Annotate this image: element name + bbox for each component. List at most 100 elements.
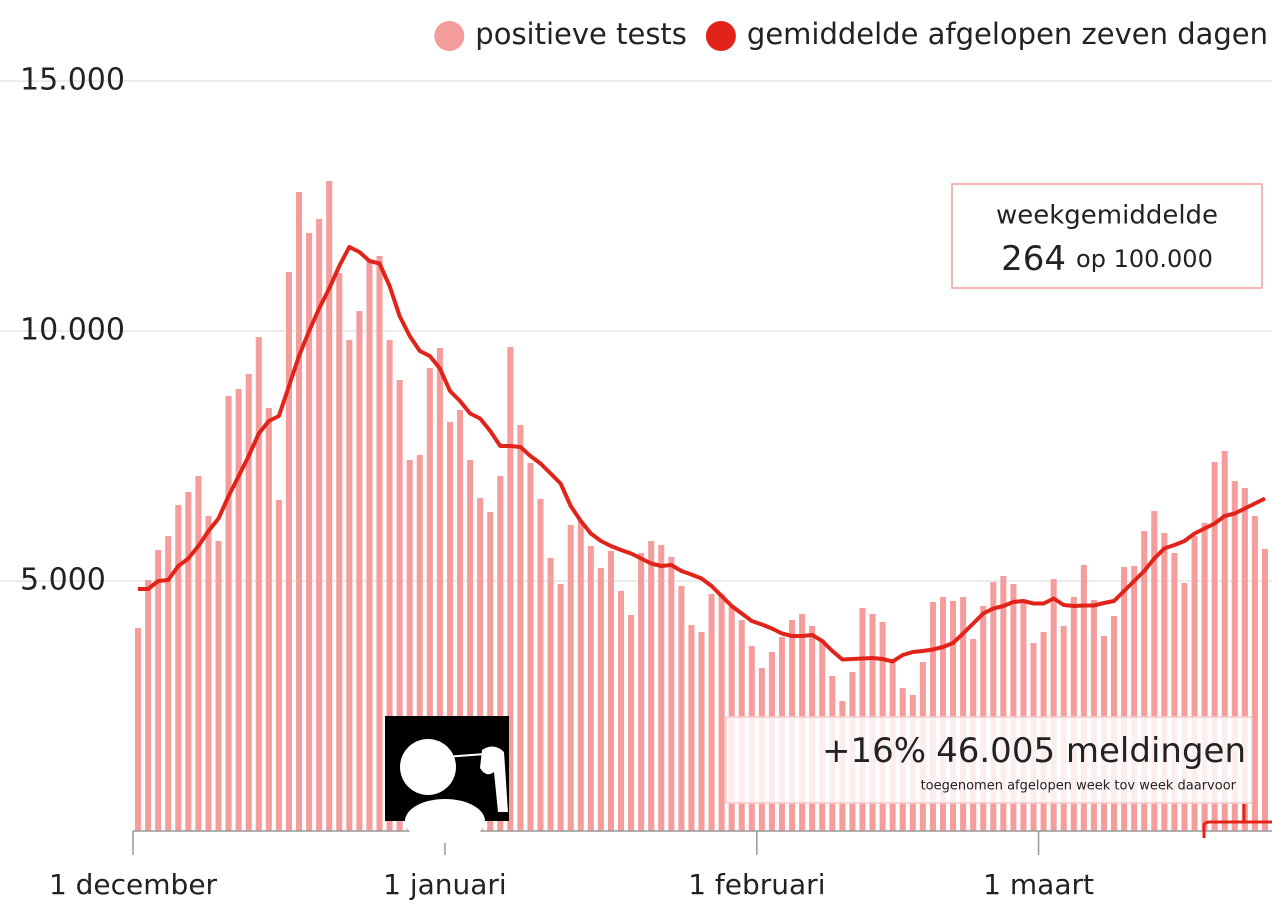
- average-text: 264 op 100.000: [1001, 239, 1213, 279]
- bar: [1070, 597, 1077, 831]
- bar: [456, 410, 464, 831]
- bar: [527, 463, 534, 831]
- bar: [1191, 536, 1198, 831]
- x-tick-label: 1 december: [49, 868, 218, 901]
- bar: [960, 597, 967, 831]
- bar: [547, 558, 554, 831]
- average-value: 264: [1001, 239, 1066, 279]
- bar: [406, 460, 413, 831]
- legend-label: positieve tests: [475, 17, 687, 51]
- bar: [1121, 567, 1128, 831]
- legend-label: gemiddelde afgelopen zeven dagen: [747, 17, 1268, 51]
- bar: [1221, 451, 1228, 831]
- bar: [668, 557, 675, 831]
- bar: [306, 233, 313, 831]
- bar: [1231, 481, 1238, 831]
- bar: [356, 311, 363, 831]
- bar: [235, 389, 242, 831]
- bar: [507, 347, 514, 831]
- bar: [648, 541, 655, 831]
- legend-swatch: [705, 21, 736, 51]
- bar: [1251, 516, 1258, 831]
- average-unit: op 100.000: [1076, 245, 1213, 273]
- bar: [678, 586, 685, 831]
- bar: [1151, 511, 1158, 831]
- bar: [175, 505, 182, 831]
- bar: [1261, 549, 1268, 831]
- bar: [1181, 583, 1188, 831]
- bar: [698, 632, 705, 831]
- average-box: [951, 183, 1263, 289]
- bar: [1000, 576, 1007, 831]
- bar: [517, 425, 524, 831]
- bar: [416, 455, 423, 831]
- y-tick-label: 5.000: [20, 563, 106, 598]
- bar: [557, 584, 564, 831]
- bar: [628, 615, 635, 831]
- bar: [537, 499, 544, 831]
- bar: [1080, 565, 1087, 831]
- bar: [1161, 533, 1168, 831]
- bar: [1241, 488, 1248, 831]
- bar: [245, 374, 252, 831]
- bar: [145, 580, 152, 831]
- bar: [607, 551, 614, 831]
- bar: [1211, 462, 1218, 831]
- bar: [275, 500, 282, 831]
- average-line: [138, 245, 1266, 664]
- bar: [617, 591, 625, 831]
- bar: [467, 460, 474, 831]
- bar: [950, 601, 957, 831]
- bar: [195, 476, 202, 831]
- bar: [215, 541, 222, 831]
- bar: [205, 516, 212, 831]
- bar: [1141, 531, 1148, 831]
- bar: [1090, 600, 1097, 831]
- bar: [497, 476, 504, 831]
- bar: [597, 568, 604, 831]
- reports-value: 46.005 meldingen: [936, 731, 1246, 771]
- change-value: +16%: [822, 731, 926, 771]
- period-bracket: [1202, 804, 1272, 838]
- grid: [0, 80, 1272, 582]
- x-tick-label: 1 maart: [983, 868, 1094, 901]
- bar: [296, 192, 303, 831]
- bar: [1050, 579, 1057, 831]
- bar: [225, 396, 232, 831]
- bar: [165, 536, 172, 831]
- average-title: weekgemiddelde: [996, 201, 1218, 231]
- reports-text: +16% 46.005 meldingen: [822, 731, 1246, 771]
- bar: [567, 525, 574, 831]
- bar: [688, 625, 695, 831]
- bar: [376, 256, 383, 831]
- bar: [1171, 553, 1178, 831]
- bar: [265, 408, 272, 831]
- bar: [1010, 584, 1017, 831]
- bar: [396, 380, 403, 831]
- bar: [718, 594, 725, 831]
- bar: [386, 340, 393, 831]
- legend: gemiddelde afgelopen zeven dagen positiev…: [434, 17, 1268, 51]
- bar: [155, 550, 162, 831]
- bar: [255, 337, 262, 831]
- bar: [1020, 600, 1027, 831]
- reports-note: toegenomen afgelopen week tov week daarv…: [921, 779, 1237, 794]
- bar: [285, 272, 292, 831]
- bar: [346, 340, 353, 831]
- bar: [316, 219, 323, 831]
- y-tick-label: 10.000: [20, 313, 125, 348]
- bar: [708, 594, 715, 831]
- legend-swatch: [434, 21, 465, 51]
- bar: [436, 348, 443, 831]
- bar: [185, 492, 192, 831]
- line-layer: [138, 245, 1266, 664]
- test-icon: [385, 716, 509, 843]
- bar: [477, 498, 484, 831]
- bar: [326, 181, 333, 831]
- bar: [446, 422, 453, 831]
- axes: 5.000 10.000 15.000 1 december 1 januari 1 fe…: [20, 63, 1272, 901]
- bar: [135, 628, 142, 831]
- x-tick-label: 1 januari: [383, 868, 507, 901]
- reports-box: [725, 716, 1253, 804]
